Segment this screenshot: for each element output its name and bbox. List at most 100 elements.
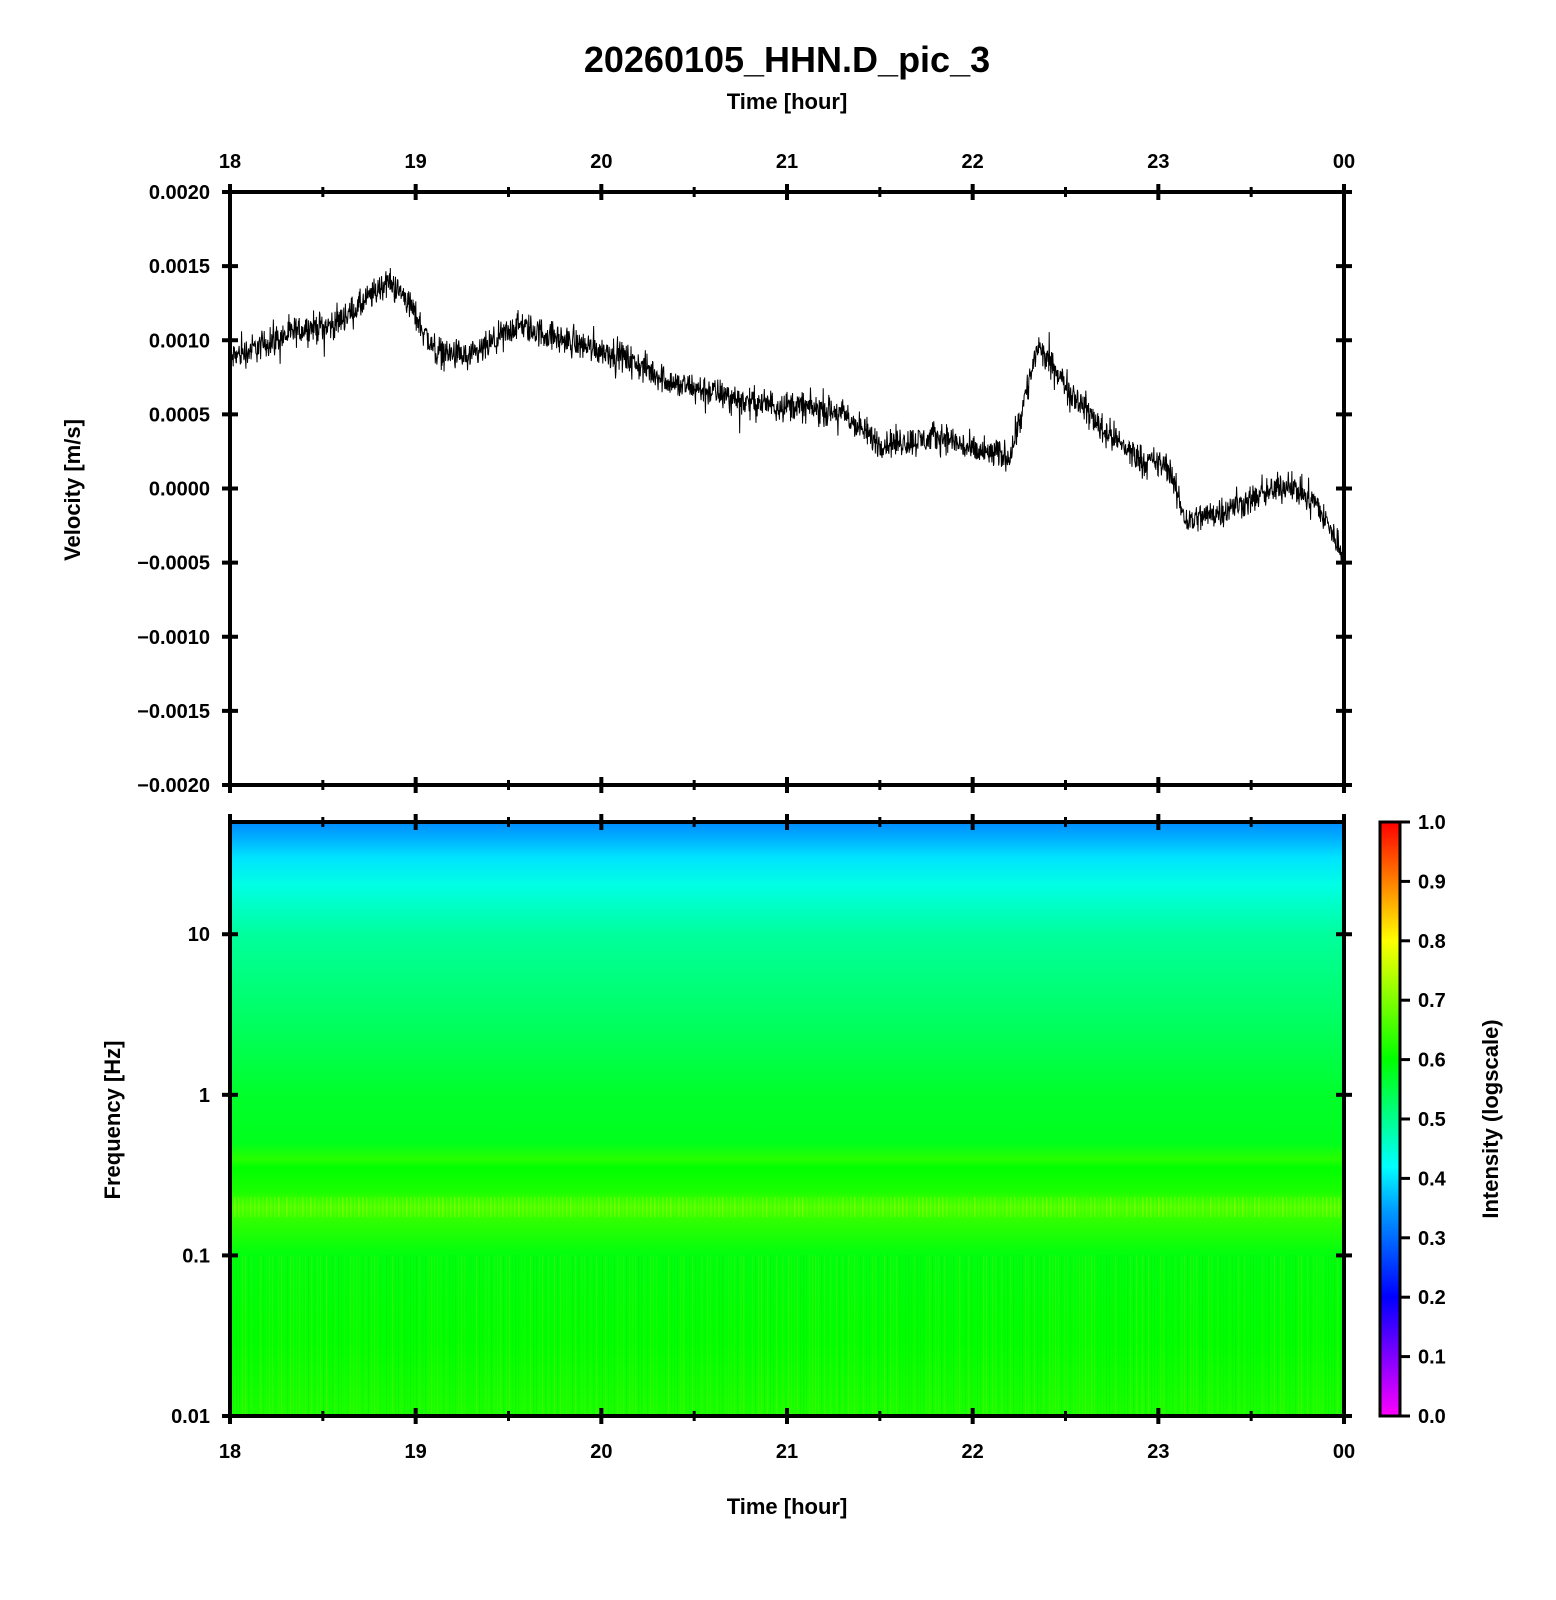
spectrogram-column-texture: [569, 1255, 571, 1416]
spectrogram-band-texture: [238, 1197, 240, 1218]
colorbar-tick-label: 0.5: [1418, 1109, 1446, 1131]
spectrogram-column-texture: [608, 1255, 610, 1416]
spectrogram-band-texture: [1042, 1197, 1044, 1218]
spectrogram-column-texture: [236, 1255, 238, 1416]
spectrogram-column-texture: [839, 1255, 841, 1416]
spectrogram-band-texture: [378, 1197, 380, 1218]
spectrogram-column-texture: [1070, 1255, 1072, 1416]
top-x-tick-label: 00: [1333, 151, 1355, 173]
spectrogram-column-texture: [395, 1255, 397, 1416]
spectrogram-column-texture: [995, 1255, 997, 1416]
spectrogram-band-texture: [362, 1197, 364, 1218]
spectrogram-column-texture: [785, 1255, 787, 1416]
spectrogram-band-texture: [1114, 1197, 1116, 1218]
spectrogram-column-texture: [1280, 1255, 1282, 1416]
spectrogram-band-texture: [598, 1197, 600, 1218]
spectrogram-band-texture: [1234, 1197, 1236, 1218]
spectrogram-column-texture: [1301, 1255, 1303, 1416]
spectrogram-band-texture: [1246, 1197, 1248, 1218]
spectrogram-band-texture: [1326, 1197, 1328, 1218]
spectrogram-column-texture: [950, 1255, 952, 1416]
spectrogram-column-texture: [650, 1255, 652, 1416]
spectrogram-column-texture: [869, 1255, 871, 1416]
spectrogram-band-texture: [390, 1197, 392, 1218]
spectrogram-band-texture: [634, 1197, 636, 1218]
spectrogram-column-texture: [704, 1255, 706, 1416]
spectrogram-column-texture: [1244, 1255, 1246, 1416]
spectrogram-band-texture: [710, 1197, 712, 1218]
velocity-tick-label: 0.0015: [149, 256, 210, 278]
spectrogram-column-texture: [1076, 1255, 1078, 1416]
spectrogram-band-texture: [382, 1197, 384, 1218]
spectrogram-band-texture: [1250, 1197, 1252, 1218]
spectrogram-band-texture: [554, 1197, 556, 1218]
spectrogram-column-texture: [767, 1255, 769, 1416]
spectrogram-band-texture: [990, 1197, 992, 1218]
spectrogram-column-texture: [1286, 1255, 1288, 1416]
velocity-tick-label: 0.0005: [149, 404, 210, 426]
spectrogram-band-texture: [514, 1197, 516, 1218]
spectrogram-column-texture: [416, 1255, 418, 1416]
spectrogram-column-texture: [251, 1255, 253, 1416]
spectrogram-column-texture: [947, 1255, 949, 1416]
spectrogram-column-texture: [896, 1255, 898, 1416]
spectrogram-column-texture: [953, 1255, 955, 1416]
spectrogram-column-texture: [1211, 1255, 1213, 1416]
spectrogram-column-texture: [1031, 1255, 1033, 1416]
spectrogram-column-texture: [1055, 1255, 1057, 1416]
spectrogram-band-texture: [766, 1197, 768, 1218]
spectrogram-band-texture: [522, 1197, 524, 1218]
spectrogram-band-texture: [338, 1197, 340, 1218]
spectrogram-column-texture: [323, 1255, 325, 1416]
colorbar-tick-label: 0.8: [1418, 931, 1446, 953]
spectrogram-column-texture: [806, 1255, 808, 1416]
spectrogram-column-texture: [1046, 1255, 1048, 1416]
spectrogram-band-texture: [790, 1197, 792, 1218]
spectrogram-band-texture: [846, 1197, 848, 1218]
spectrogram-column-texture: [920, 1255, 922, 1416]
spectrogram-column-texture: [278, 1255, 280, 1416]
spectrogram-column-texture: [764, 1255, 766, 1416]
spectrogram-column-texture: [1241, 1255, 1243, 1416]
spectrogram-column-texture: [980, 1255, 982, 1416]
spectrogram-band-texture: [754, 1197, 756, 1218]
spectrogram-column-texture: [1052, 1255, 1054, 1416]
spectrogram-column-texture: [413, 1255, 415, 1416]
spectrogram-column-texture: [773, 1255, 775, 1416]
spectrogram-band-texture: [394, 1197, 396, 1218]
spectrogram-band-texture: [838, 1197, 840, 1218]
spectrogram-band-texture: [722, 1197, 724, 1218]
velocity-tick-label: −0.0020: [137, 775, 210, 797]
spectrogram-band-texture: [802, 1197, 804, 1218]
spectrogram-band-texture: [834, 1197, 836, 1218]
spectrogram-column-texture: [1043, 1255, 1045, 1416]
spectrogram-band-texture: [486, 1197, 488, 1218]
spectrogram-column-texture: [347, 1255, 349, 1416]
spectrogram-column-texture: [716, 1255, 718, 1416]
spectrogram-column-texture: [872, 1255, 874, 1416]
spectrogram-band-texture: [758, 1197, 760, 1218]
spectrogram-band-texture: [498, 1197, 500, 1218]
spectrogram-band-texture: [1050, 1197, 1052, 1218]
spectrogram-band-texture: [254, 1197, 256, 1218]
spectrogram-column-texture: [332, 1255, 334, 1416]
spectrogram-column-texture: [800, 1255, 802, 1416]
spectrogram-band-texture: [778, 1197, 780, 1218]
spectrogram-column-texture: [500, 1255, 502, 1416]
spectrogram-column-texture: [557, 1255, 559, 1416]
spectrogram-band-texture: [270, 1197, 272, 1218]
spectrogram-column-texture: [836, 1255, 838, 1416]
spectrogram-band-texture: [1134, 1197, 1136, 1218]
spectrogram-column-texture: [1187, 1255, 1189, 1416]
spectrogram-column-texture: [308, 1255, 310, 1416]
spectrogram-column-texture: [707, 1255, 709, 1416]
spectrogram-column-texture: [926, 1255, 928, 1416]
spectrogram-band-texture: [866, 1197, 868, 1218]
spectrogram-column-texture: [1202, 1255, 1204, 1416]
spectrogram-band-texture: [974, 1197, 976, 1218]
spectrogram-band-texture: [422, 1197, 424, 1218]
frequency-tick-label: 0.1: [182, 1245, 210, 1267]
spectrogram-column-texture: [1205, 1255, 1207, 1416]
spectrogram-column-texture: [812, 1255, 814, 1416]
spectrogram-band-texture: [894, 1197, 896, 1218]
